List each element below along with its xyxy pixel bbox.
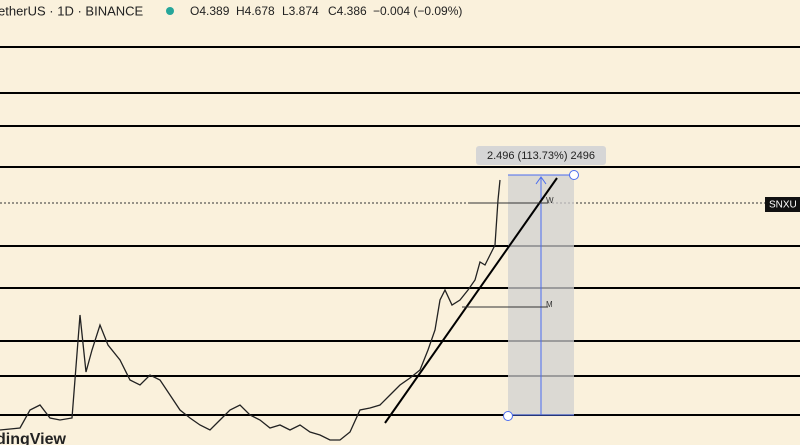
open: O4.389 bbox=[190, 4, 230, 18]
trend-line bbox=[384, 177, 558, 424]
price-tag-box bbox=[765, 197, 800, 212]
measure-label-box bbox=[476, 146, 606, 165]
m-label: M bbox=[546, 300, 553, 309]
arrow-head bbox=[535, 176, 547, 185]
w-label: W bbox=[546, 196, 554, 205]
handle[interactable] bbox=[503, 411, 513, 421]
horizontal-lines bbox=[0, 46, 800, 416]
watermark: dingView bbox=[0, 431, 66, 445]
low: L3.874 bbox=[282, 4, 319, 18]
close: C4.386 bbox=[328, 4, 367, 18]
high: H4.678 bbox=[236, 4, 275, 18]
symbol[interactable]: etherUS · 1D · BINANCE bbox=[0, 3, 144, 18]
measure-label: 2.496 (113.73%) 2496 bbox=[487, 150, 595, 162]
price-tag: SNXU bbox=[769, 200, 797, 211]
price-series bbox=[0, 179, 501, 441]
change: −0.004 (−0.09%) bbox=[373, 4, 462, 18]
handle[interactable] bbox=[569, 170, 579, 180]
status-dot bbox=[166, 7, 174, 15]
